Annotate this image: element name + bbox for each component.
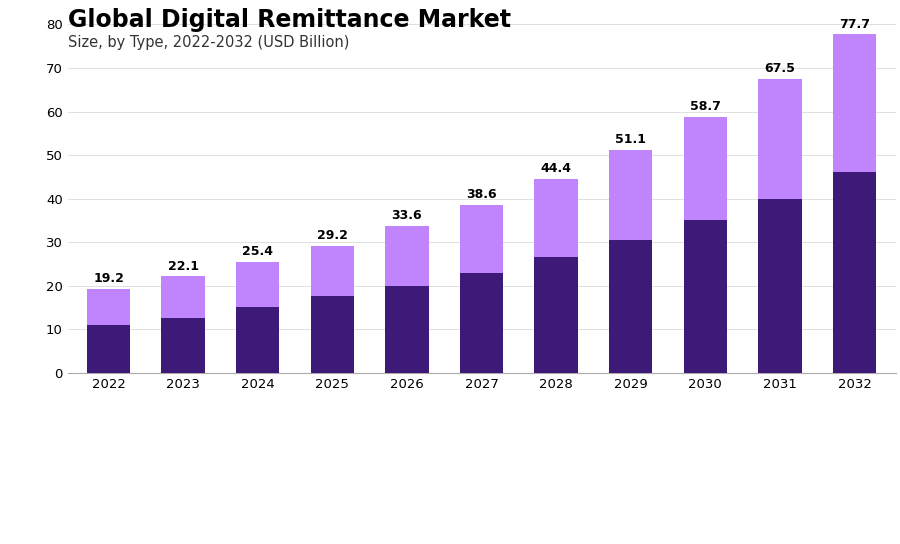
Bar	[385, 286, 428, 373]
Bar	[684, 117, 727, 220]
Text: $77.7 B: $77.7 B	[536, 478, 690, 511]
Bar	[832, 172, 876, 373]
Bar	[460, 273, 503, 373]
Text: 38.6: 38.6	[466, 188, 497, 201]
Bar	[609, 150, 652, 240]
Bar	[161, 276, 205, 318]
Text: The Forecasted Market
Size for 2032 in USD:: The Forecasted Market Size for 2032 in U…	[346, 476, 500, 507]
Bar	[236, 307, 279, 373]
Bar	[609, 240, 652, 373]
Bar	[832, 34, 876, 172]
Bar	[161, 318, 205, 373]
Text: 77.7: 77.7	[839, 17, 870, 30]
Text: 44.4: 44.4	[541, 163, 572, 176]
Bar	[758, 199, 802, 373]
Text: Size, by Type, 2022-2032 (USD Billion): Size, by Type, 2022-2032 (USD Billion)	[68, 35, 349, 51]
Text: 33.6: 33.6	[392, 209, 422, 222]
Bar	[310, 296, 354, 373]
Text: Global Digital Remittance Market: Global Digital Remittance Market	[68, 8, 510, 32]
Text: 25.4: 25.4	[242, 245, 274, 258]
Text: 22.1: 22.1	[167, 259, 199, 273]
Text: 15.0%: 15.0%	[176, 478, 301, 511]
Bar	[236, 262, 279, 307]
Text: ONE STOP SHOP FOR THE REPORTS: ONE STOP SHOP FOR THE REPORTS	[724, 514, 848, 521]
Bar	[535, 257, 578, 373]
Text: 51.1: 51.1	[616, 133, 646, 146]
Text: 58.7: 58.7	[689, 100, 721, 113]
Text: market.us: market.us	[724, 474, 811, 490]
Text: ⟨M⟩: ⟨M⟩	[688, 485, 725, 504]
Bar	[310, 245, 354, 296]
Bar	[535, 180, 578, 257]
Text: The Market will Grow
At the CAGR of:: The Market will Grow At the CAGR of:	[16, 476, 158, 507]
Bar	[758, 79, 802, 199]
Bar	[460, 205, 503, 273]
Bar	[87, 325, 130, 373]
Text: 19.2: 19.2	[93, 272, 124, 285]
Text: 67.5: 67.5	[764, 62, 796, 75]
Bar	[385, 226, 428, 286]
Bar	[87, 289, 130, 325]
Bar	[684, 220, 727, 373]
Text: 29.2: 29.2	[317, 228, 347, 242]
